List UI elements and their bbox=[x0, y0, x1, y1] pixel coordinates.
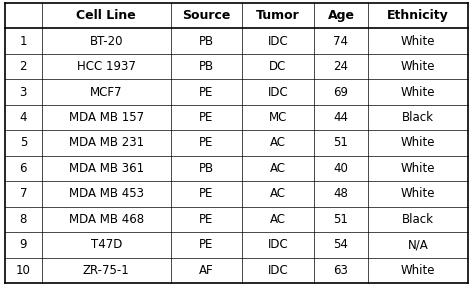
Text: Source: Source bbox=[182, 9, 231, 22]
Text: MDA MB 453: MDA MB 453 bbox=[69, 187, 144, 200]
Text: PB: PB bbox=[199, 162, 214, 175]
Text: Tumor: Tumor bbox=[256, 9, 300, 22]
Text: 63: 63 bbox=[333, 264, 349, 277]
Text: 74: 74 bbox=[333, 35, 349, 47]
Text: 7: 7 bbox=[19, 187, 27, 200]
Text: 3: 3 bbox=[20, 86, 27, 99]
Text: 44: 44 bbox=[333, 111, 349, 124]
Text: 54: 54 bbox=[333, 239, 349, 251]
Text: 69: 69 bbox=[333, 86, 349, 99]
Text: 10: 10 bbox=[16, 264, 31, 277]
Text: Black: Black bbox=[402, 213, 434, 226]
Text: PE: PE bbox=[199, 136, 214, 150]
Text: ZR-75-1: ZR-75-1 bbox=[83, 264, 130, 277]
Text: IDC: IDC bbox=[268, 86, 289, 99]
Text: BT-20: BT-20 bbox=[89, 35, 123, 47]
Text: White: White bbox=[401, 60, 436, 73]
Text: 48: 48 bbox=[333, 187, 349, 200]
Text: MDA MB 157: MDA MB 157 bbox=[69, 111, 144, 124]
Text: MDA MB 361: MDA MB 361 bbox=[69, 162, 144, 175]
Text: N/A: N/A bbox=[408, 239, 429, 251]
Text: T47D: T47D bbox=[91, 239, 122, 251]
Text: MDA MB 468: MDA MB 468 bbox=[69, 213, 144, 226]
Text: AC: AC bbox=[270, 187, 286, 200]
Text: MC: MC bbox=[269, 111, 287, 124]
Text: IDC: IDC bbox=[268, 35, 289, 47]
Text: Age: Age bbox=[327, 9, 354, 22]
Text: 2: 2 bbox=[19, 60, 27, 73]
Text: MDA MB 231: MDA MB 231 bbox=[69, 136, 144, 150]
Text: 6: 6 bbox=[19, 162, 27, 175]
Text: 51: 51 bbox=[333, 213, 349, 226]
Text: 51: 51 bbox=[333, 136, 349, 150]
Text: 4: 4 bbox=[19, 111, 27, 124]
Text: White: White bbox=[401, 35, 436, 47]
Text: HCC 1937: HCC 1937 bbox=[77, 60, 136, 73]
Text: IDC: IDC bbox=[268, 264, 289, 277]
Text: PE: PE bbox=[199, 111, 214, 124]
Text: 1: 1 bbox=[19, 35, 27, 47]
Text: PE: PE bbox=[199, 187, 214, 200]
Text: White: White bbox=[401, 187, 436, 200]
Text: MCF7: MCF7 bbox=[90, 86, 123, 99]
Text: 9: 9 bbox=[19, 239, 27, 251]
Text: AC: AC bbox=[270, 136, 286, 150]
Text: IDC: IDC bbox=[268, 239, 289, 251]
Text: PE: PE bbox=[199, 213, 214, 226]
Text: PB: PB bbox=[199, 35, 214, 47]
Text: Ethnicity: Ethnicity bbox=[387, 9, 449, 22]
Text: DC: DC bbox=[269, 60, 287, 73]
Text: AC: AC bbox=[270, 162, 286, 175]
Text: White: White bbox=[401, 136, 436, 150]
Text: PB: PB bbox=[199, 60, 214, 73]
Text: AC: AC bbox=[270, 213, 286, 226]
Text: 5: 5 bbox=[20, 136, 27, 150]
Text: PE: PE bbox=[199, 86, 214, 99]
Text: White: White bbox=[401, 86, 436, 99]
Text: Cell Line: Cell Line bbox=[77, 9, 136, 22]
Text: AF: AF bbox=[199, 264, 214, 277]
Text: 8: 8 bbox=[20, 213, 27, 226]
Text: Black: Black bbox=[402, 111, 434, 124]
Text: 40: 40 bbox=[333, 162, 349, 175]
Text: White: White bbox=[401, 264, 436, 277]
Text: White: White bbox=[401, 162, 436, 175]
Text: PE: PE bbox=[199, 239, 214, 251]
Text: 24: 24 bbox=[333, 60, 349, 73]
